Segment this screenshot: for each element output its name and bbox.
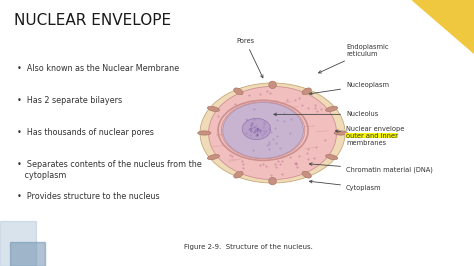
Ellipse shape bbox=[208, 106, 219, 111]
Polygon shape bbox=[10, 242, 45, 266]
Ellipse shape bbox=[269, 177, 276, 185]
Text: Nucleolus: Nucleolus bbox=[274, 111, 378, 117]
Ellipse shape bbox=[334, 131, 347, 135]
Text: Endoplasmic
reticulum: Endoplasmic reticulum bbox=[319, 44, 389, 73]
Text: •  Provides structure to the nucleus: • Provides structure to the nucleus bbox=[17, 192, 159, 201]
Text: •  Also known as the Nuclear Membrane: • Also known as the Nuclear Membrane bbox=[17, 64, 179, 73]
FancyBboxPatch shape bbox=[345, 133, 398, 138]
Ellipse shape bbox=[326, 155, 337, 160]
Ellipse shape bbox=[209, 86, 337, 180]
Ellipse shape bbox=[302, 171, 311, 178]
Text: Chromatin material (DNA): Chromatin material (DNA) bbox=[310, 163, 433, 173]
Text: Cytoplasm: Cytoplasm bbox=[310, 180, 382, 190]
Text: Pores: Pores bbox=[237, 38, 263, 78]
Polygon shape bbox=[412, 0, 474, 53]
Text: Figure 2-9.  Structure of the nucleus.: Figure 2-9. Structure of the nucleus. bbox=[184, 244, 313, 250]
Text: Nucleoplasm: Nucleoplasm bbox=[310, 82, 389, 95]
Text: Nuclear envelope
outer and inner
membranes: Nuclear envelope outer and inner membran… bbox=[336, 126, 404, 146]
Text: •  Has thousands of nuclear pores: • Has thousands of nuclear pores bbox=[17, 128, 154, 137]
Ellipse shape bbox=[234, 171, 243, 178]
Polygon shape bbox=[0, 221, 36, 266]
Text: •  Has 2 separate bilayers: • Has 2 separate bilayers bbox=[17, 96, 122, 105]
Text: •  Separates contents of the nucleus from the
   cytoplasm: • Separates contents of the nucleus from… bbox=[17, 160, 201, 180]
Ellipse shape bbox=[234, 88, 243, 95]
Ellipse shape bbox=[302, 88, 311, 95]
Ellipse shape bbox=[242, 118, 271, 140]
Ellipse shape bbox=[223, 102, 303, 158]
Ellipse shape bbox=[269, 81, 276, 89]
Ellipse shape bbox=[200, 83, 345, 183]
Text: NUCLEAR ENVELOPE: NUCLEAR ENVELOPE bbox=[14, 13, 171, 28]
Ellipse shape bbox=[326, 106, 337, 111]
Ellipse shape bbox=[198, 131, 211, 135]
Ellipse shape bbox=[208, 155, 219, 160]
